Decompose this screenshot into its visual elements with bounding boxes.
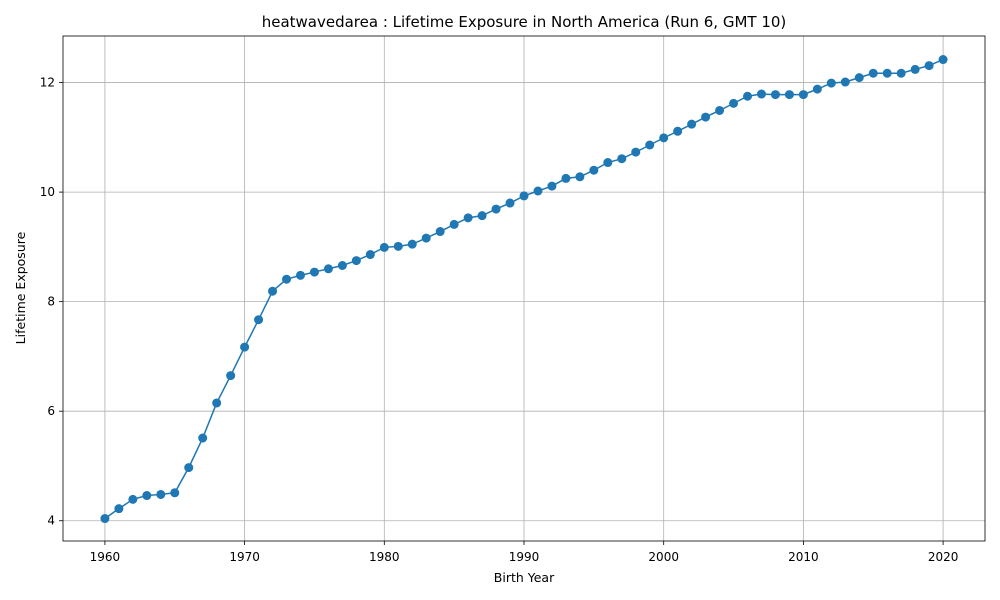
- y-tick-label: 12: [40, 76, 55, 90]
- data-point: [756, 89, 766, 99]
- data-point: [770, 90, 780, 100]
- data-point: [365, 250, 375, 260]
- data-point: [170, 488, 180, 498]
- data-point: [379, 242, 389, 252]
- data-point: [561, 173, 571, 183]
- x-tick-label: 1970: [229, 550, 260, 564]
- x-tick-label: 1960: [90, 550, 121, 564]
- data-point: [798, 90, 808, 100]
- chart-title: heatwavedarea : Lifetime Exposure in Nor…: [262, 13, 787, 31]
- data-point: [547, 181, 557, 191]
- data-point: [715, 105, 725, 115]
- data-point: [687, 119, 697, 129]
- y-tick-label: 10: [40, 185, 55, 199]
- data-point: [882, 68, 892, 78]
- data-point: [575, 172, 585, 182]
- data-point: [924, 61, 934, 71]
- data-point: [631, 147, 641, 157]
- data-point: [337, 260, 347, 270]
- data-point: [868, 68, 878, 78]
- data-point: [142, 491, 152, 501]
- y-tick-label: 4: [47, 514, 55, 528]
- data-point: [589, 165, 599, 175]
- data-point: [309, 267, 319, 277]
- data-point: [505, 198, 515, 208]
- data-point: [226, 371, 236, 381]
- data-point: [477, 211, 487, 221]
- y-tick-label: 6: [47, 404, 55, 418]
- data-point: [100, 514, 110, 524]
- x-tick-label: 2000: [648, 550, 679, 564]
- data-point: [603, 158, 613, 168]
- data-point: [519, 191, 529, 201]
- data-point: [393, 241, 403, 251]
- data-point: [449, 219, 459, 229]
- data-point: [491, 204, 501, 214]
- data-point: [421, 233, 431, 243]
- data-point: [323, 264, 333, 274]
- data-point: [701, 112, 711, 122]
- data-point: [212, 398, 222, 408]
- data-point: [673, 126, 683, 136]
- data-point: [645, 140, 655, 150]
- data-point: [729, 98, 739, 108]
- x-tick-label: 2010: [788, 550, 819, 564]
- data-point: [240, 342, 250, 352]
- data-point: [184, 463, 194, 473]
- data-point: [128, 494, 138, 504]
- data-point: [910, 64, 920, 74]
- data-point: [295, 270, 305, 280]
- data-point: [784, 90, 794, 100]
- series-exposure: [100, 55, 948, 524]
- data-point: [533, 186, 543, 196]
- data-point: [198, 433, 208, 443]
- data-point: [743, 91, 753, 101]
- y-tick-label: 8: [47, 295, 55, 309]
- data-point: [463, 213, 473, 223]
- data-point: [854, 73, 864, 83]
- y-axis-label: Lifetime Exposure: [13, 231, 28, 344]
- data-point: [840, 77, 850, 87]
- data-point: [156, 489, 166, 499]
- data-point: [659, 133, 669, 143]
- data-point: [896, 68, 906, 78]
- grid: [63, 36, 985, 541]
- x-tick-label: 1990: [509, 550, 540, 564]
- data-point: [114, 504, 124, 514]
- y-axis: 4 6 8 10 12: [40, 76, 63, 528]
- x-axis-label: Birth Year: [494, 570, 555, 585]
- data-point: [282, 274, 292, 284]
- data-point: [617, 154, 627, 164]
- data-point: [351, 256, 361, 266]
- data-point: [407, 239, 417, 249]
- x-tick-label: 1980: [369, 550, 400, 564]
- x-axis: 1960 1970 1980 1990 2000 2010 2020: [90, 541, 959, 564]
- data-point: [826, 78, 836, 88]
- data-point: [254, 315, 264, 325]
- data-point: [938, 55, 948, 65]
- x-tick-label: 2020: [928, 550, 959, 564]
- data-point: [268, 286, 278, 296]
- data-point: [435, 227, 445, 237]
- data-point: [812, 84, 822, 94]
